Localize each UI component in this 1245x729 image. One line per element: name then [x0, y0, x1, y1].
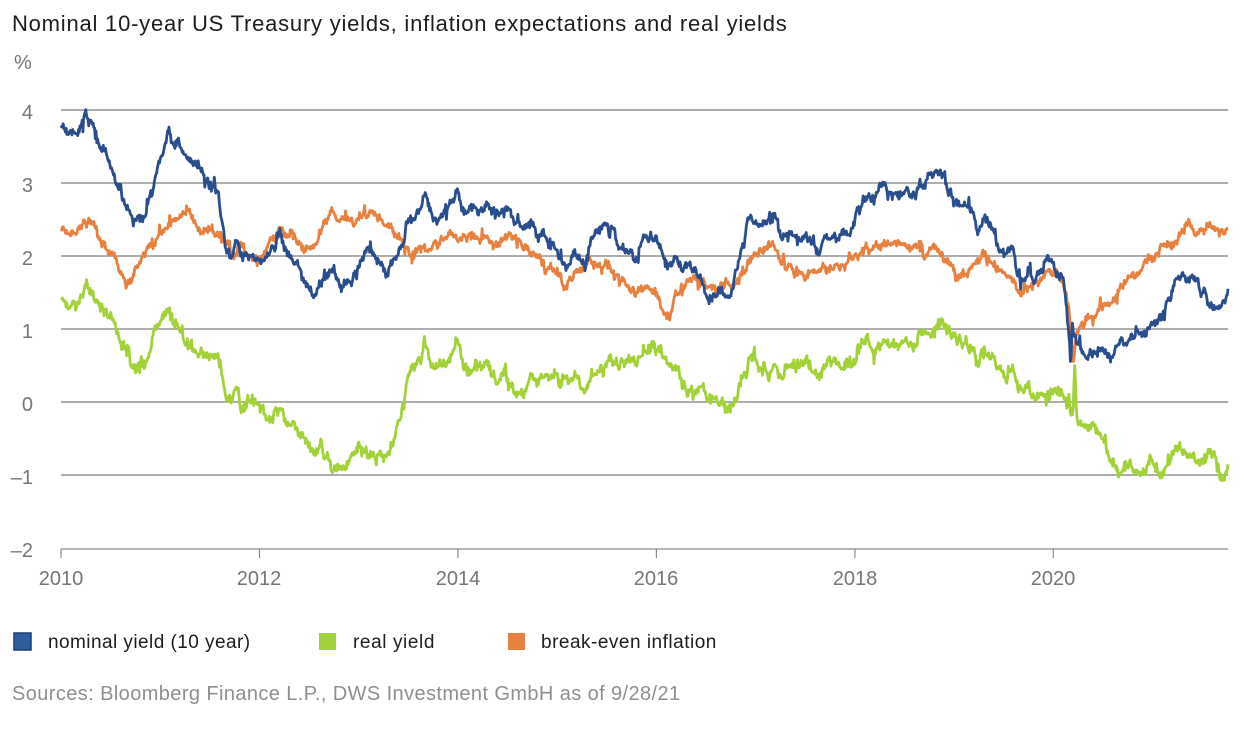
svg-text:4: 4 — [22, 102, 33, 124]
svg-text:2: 2 — [22, 248, 33, 270]
svg-text:2016: 2016 — [634, 568, 679, 590]
svg-text:Sources: Bloomberg Finance L.P: Sources: Bloomberg Finance L.P., DWS Inv… — [12, 683, 681, 705]
svg-text:–1: –1 — [11, 467, 33, 489]
svg-text:3: 3 — [22, 175, 33, 197]
svg-text:2010: 2010 — [39, 568, 84, 590]
svg-text:nominal yield (10 year): nominal yield (10 year) — [48, 632, 251, 653]
svg-text:2020: 2020 — [1031, 568, 1076, 590]
svg-text:0: 0 — [22, 394, 33, 416]
svg-text:–2: –2 — [11, 540, 33, 562]
svg-text:1: 1 — [22, 321, 33, 343]
svg-text:2018: 2018 — [833, 568, 878, 590]
svg-text:%: % — [14, 52, 32, 74]
svg-text:real yield: real yield — [353, 632, 435, 653]
svg-text:2012: 2012 — [237, 568, 282, 590]
svg-text:Nominal 10-year US Treasury yi: Nominal 10-year US Treasury yields, infl… — [12, 11, 788, 36]
svg-text:2014: 2014 — [436, 568, 481, 590]
svg-text:break-even inflation: break-even inflation — [541, 632, 717, 653]
